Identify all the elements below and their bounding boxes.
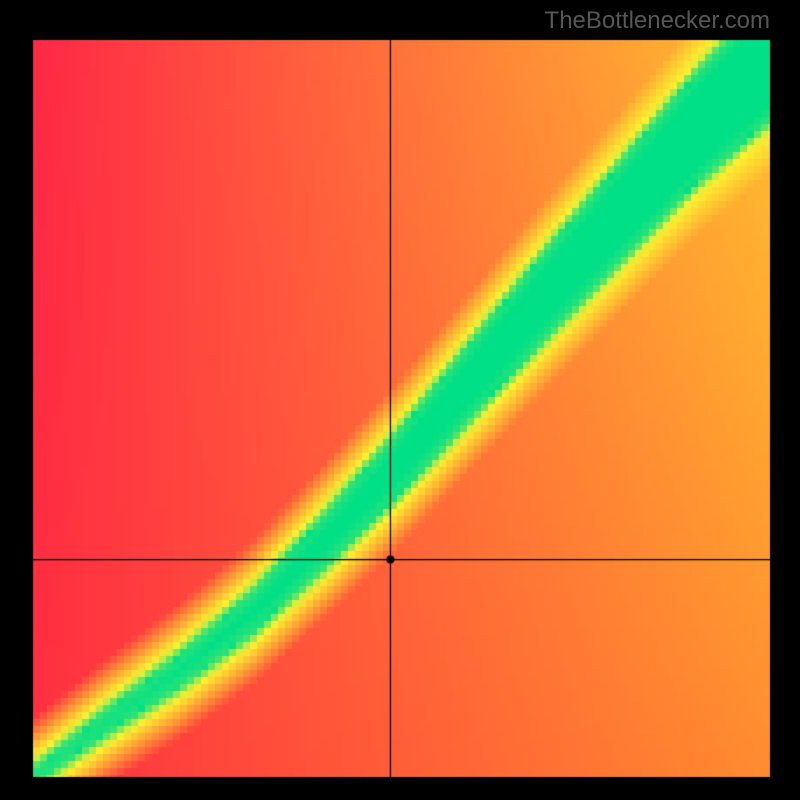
watermark-text: TheBottlenecker.com [545, 7, 770, 35]
chart-container: TheBottlenecker.com [0, 0, 800, 800]
heatmap-canvas [0, 0, 800, 800]
